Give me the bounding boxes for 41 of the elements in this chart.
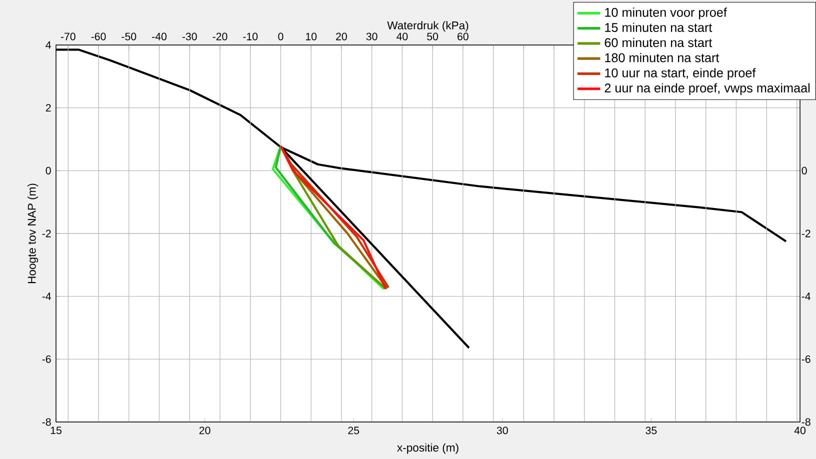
x2-tick-label: 40: [396, 32, 408, 40]
x2-tick-label: -60: [91, 32, 106, 40]
legend-label: 60 minuten na start: [604, 38, 712, 48]
y-tick-label: -8: [42, 418, 51, 426]
x2-tick-label: -40: [152, 32, 167, 40]
legend-label: 10 minuten voor proef: [605, 8, 727, 20]
x2-tick-label: 20: [336, 32, 347, 40]
y2-tick-label: -6: [802, 355, 810, 363]
y-tick-label: 4: [46, 41, 52, 49]
legend-label: 10 uur na start, einde proef: [605, 68, 756, 80]
legend-label: 2 uur na einde proef, vwps maximaal: [604, 83, 810, 95]
y2-tick-label: 0: [802, 166, 807, 174]
x-tick-label: 40: [794, 426, 806, 434]
y2-tick-label: -8: [802, 418, 810, 426]
y2-tick-label: -4: [802, 292, 811, 300]
x2-tick-label: 60: [458, 32, 468, 40]
x2-tick-label: 50: [427, 32, 438, 40]
x-tick-label: 20: [199, 426, 210, 434]
x2-tick-label: -50: [122, 32, 136, 40]
x-tick-label: 25: [348, 426, 360, 434]
x2-tick-label: -70: [60, 32, 76, 40]
x2-tick-label: -20: [212, 32, 228, 40]
y2-tick-label: -2: [802, 230, 810, 238]
y-tick-label: -6: [42, 355, 51, 363]
y-tick-label: 0: [46, 166, 51, 174]
x2-tick-label: -30: [182, 32, 197, 40]
x2-axis-title: Waterdruk (kPa): [387, 21, 468, 32]
y-tick-label: -2: [42, 230, 51, 238]
x-tick-label: 15: [50, 426, 62, 434]
y-tick-label: -4: [42, 292, 51, 300]
legend-label: 15 minuten na start: [605, 22, 712, 32]
x2-tick-label: 10: [306, 32, 317, 40]
x-axis-title: x-positie (m): [397, 443, 458, 454]
y-axis-title: Hoogte tov NAP (m): [28, 184, 38, 284]
y-tick-label: 2: [46, 104, 51, 112]
x2-tick-label: 30: [366, 32, 378, 40]
x2-tick-label: 0: [278, 32, 284, 40]
x-tick-label: 35: [646, 426, 657, 434]
x-tick-label: 30: [496, 426, 508, 434]
x2-tick-label: -10: [243, 32, 258, 40]
legend-label: 180 minuten na start: [605, 52, 720, 62]
